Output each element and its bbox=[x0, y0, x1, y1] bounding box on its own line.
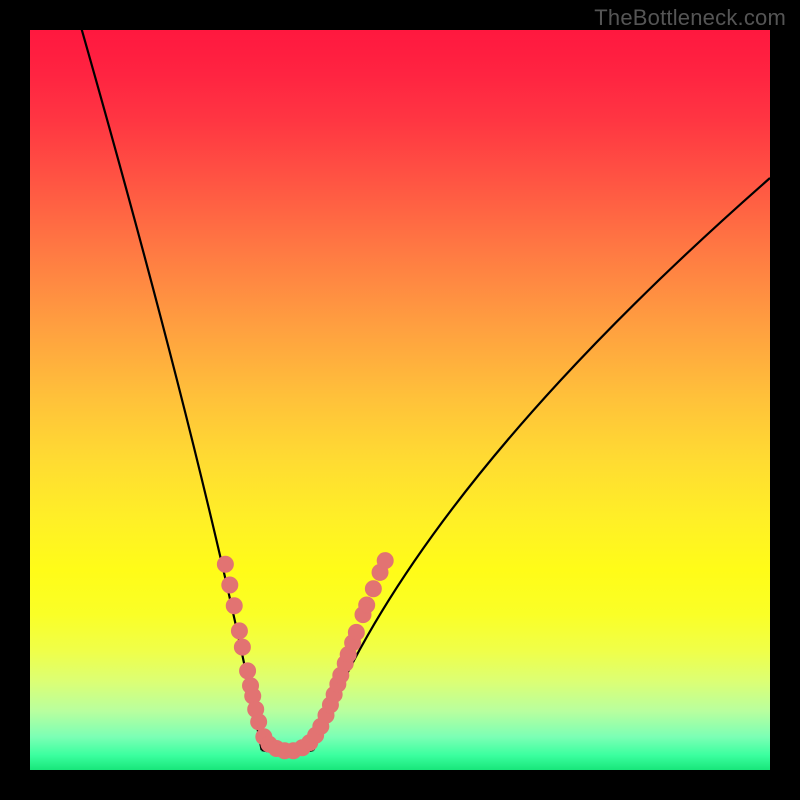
scatter-point bbox=[348, 624, 364, 640]
plot-area bbox=[30, 0, 770, 770]
gradient-background bbox=[30, 30, 770, 770]
watermark-text: TheBottleneck.com bbox=[594, 5, 786, 31]
chart-stage: TheBottleneck.com bbox=[0, 0, 800, 800]
scatter-point bbox=[359, 597, 375, 613]
scatter-point bbox=[226, 598, 242, 614]
scatter-point bbox=[377, 553, 393, 569]
scatter-point bbox=[240, 663, 256, 679]
scatter-point bbox=[231, 623, 247, 639]
bottleneck-chart-svg bbox=[0, 0, 800, 800]
scatter-point bbox=[234, 639, 250, 655]
scatter-point bbox=[217, 556, 233, 572]
scatter-point bbox=[251, 714, 267, 730]
scatter-point bbox=[222, 577, 238, 593]
scatter-point bbox=[365, 581, 381, 597]
